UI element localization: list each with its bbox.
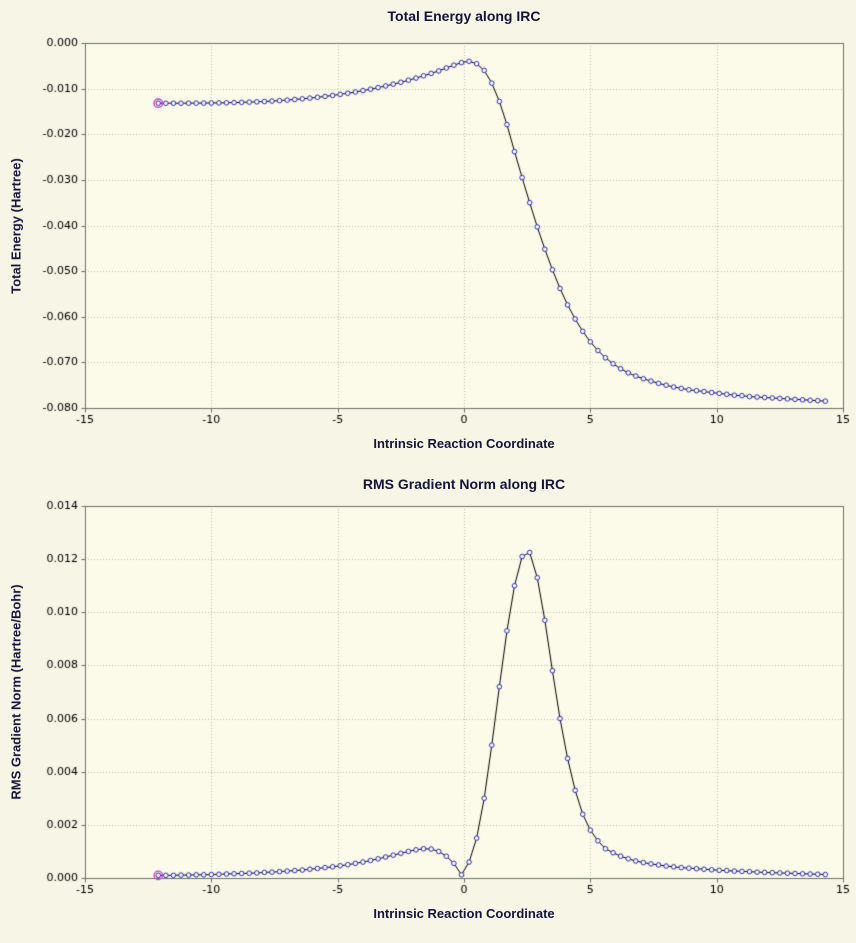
total-energy-y-axis-label: Total Energy (Hartree): [8, 158, 24, 294]
total-energy-chart: Total Energy along IRC Total Energy (Har…: [0, 0, 856, 472]
rms-gradient-x-axis-label: Intrinsic Reaction Coordinate: [373, 906, 555, 921]
rms-gradient-chart-title: RMS Gradient Norm along IRC: [362, 476, 566, 492]
total-energy-x-axis-label: Intrinsic Reaction Coordinate: [373, 436, 555, 451]
total-energy-plot-canvas[interactable]: [0, 0, 856, 472]
total-energy-chart-title: Total Energy along IRC: [387, 8, 541, 24]
rms-gradient-y-axis-label: RMS Gradient Norm (Hartree/Bohr): [8, 584, 24, 800]
rms-gradient-chart: RMS Gradient Norm along IRC RMS Gradient…: [0, 472, 856, 943]
rms-gradient-plot-canvas[interactable]: [0, 472, 856, 943]
